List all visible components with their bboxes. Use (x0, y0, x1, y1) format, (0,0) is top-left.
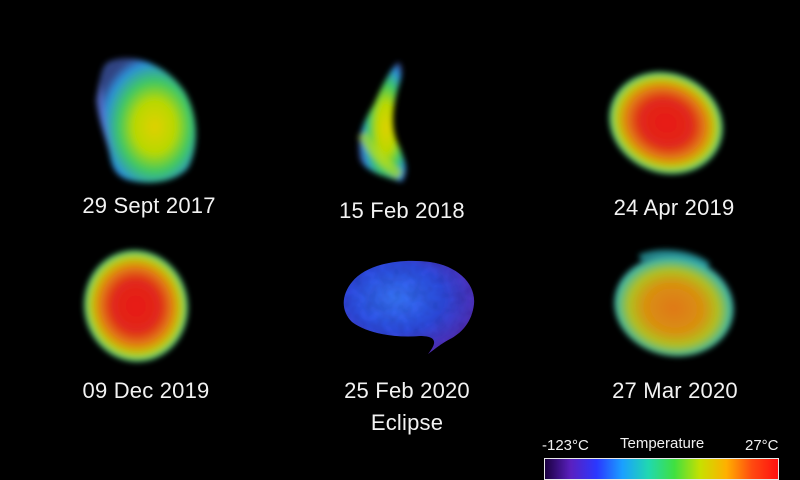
moon-image-5 (343, 260, 475, 354)
moon-image-3 (609, 71, 723, 175)
moon-image-1 (96, 58, 196, 183)
scale-max-label: 27°C (745, 437, 779, 454)
moon-image-2 (357, 62, 406, 182)
date-label-4: 09 Dec 2019 (82, 378, 210, 403)
moon-image-6 (614, 249, 734, 357)
temperature-color-bar (544, 458, 779, 480)
scale-title: Temperature (620, 435, 705, 452)
scale-min-label: -123°C (542, 437, 589, 454)
eclipse-label: Eclipse (370, 410, 444, 435)
date-label-5: 25 Feb 2020 (344, 378, 470, 403)
date-label-6: 27 Mar 2020 (612, 378, 738, 403)
date-label-1: 29 Sept 2017 (82, 193, 216, 218)
date-label-3: 24 Apr 2019 (613, 195, 735, 220)
moon-image-4 (83, 250, 189, 362)
date-label-2: 15 Feb 2018 (339, 198, 465, 223)
